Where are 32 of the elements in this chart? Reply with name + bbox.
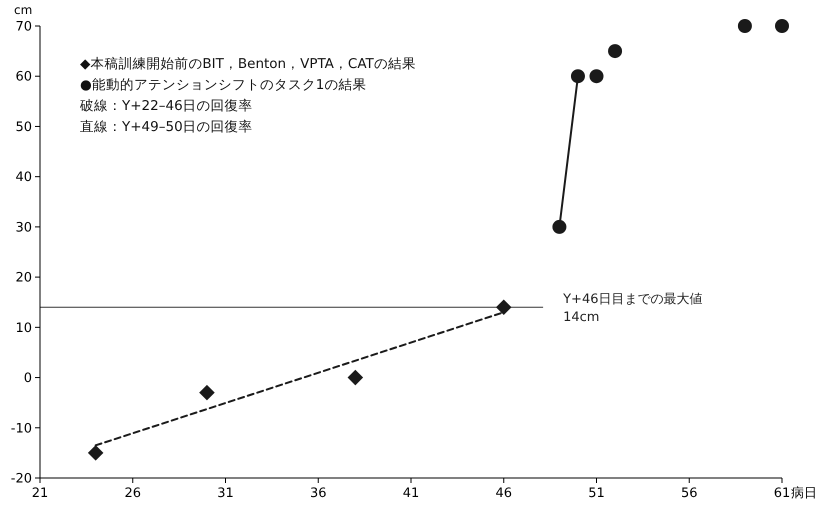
- y-tick-label: -20: [10, 472, 32, 486]
- point: [590, 69, 604, 84]
- point: [738, 19, 752, 33]
- y-tick-label: 0: [24, 371, 32, 386]
- y-tick-label: 20: [15, 270, 32, 286]
- x-tick-label: 41: [402, 486, 420, 501]
- y-tick-label: 10: [15, 320, 32, 336]
- x-tick-label: 36: [310, 486, 327, 501]
- point: [775, 19, 789, 33]
- point: [608, 44, 622, 58]
- x-tick-label: 21: [32, 486, 48, 501]
- y-tick-label: 70: [15, 20, 32, 34]
- x-tick-label: 46: [495, 486, 512, 501]
- annotation: 直線：Y+49–50日の回復率: [80, 119, 253, 135]
- y-tick-label: 60: [15, 70, 32, 85]
- x-tick-label: 31: [217, 486, 234, 501]
- point: [552, 220, 566, 234]
- ref-line-label: Y+46日目までの最大値 14cm: [562, 292, 702, 326]
- y-tick-label: 50: [15, 120, 32, 135]
- point: [570, 69, 585, 84]
- x-axis-title: 病日: [791, 486, 817, 501]
- annotation: ●能動的アテンションシフトのタスク1の結果: [80, 77, 366, 93]
- annotation: 破線：Y+22–46日の回復率: [79, 98, 253, 114]
- annotation: ◆本稿訓練開始前のBIT，Benton，VPTA，CATの結果: [80, 56, 416, 72]
- y-tick-label: 40: [15, 170, 32, 186]
- y-axis-title: cm: [14, 3, 32, 17]
- x-tick-label: 61: [774, 486, 790, 501]
- y-tick-label: 30: [15, 220, 32, 236]
- x-tick-label: 51: [588, 486, 605, 501]
- x-tick-label: 56: [680, 486, 698, 501]
- x-tick-label: 26: [124, 486, 142, 501]
- y-tick-label: -10: [10, 421, 32, 436]
